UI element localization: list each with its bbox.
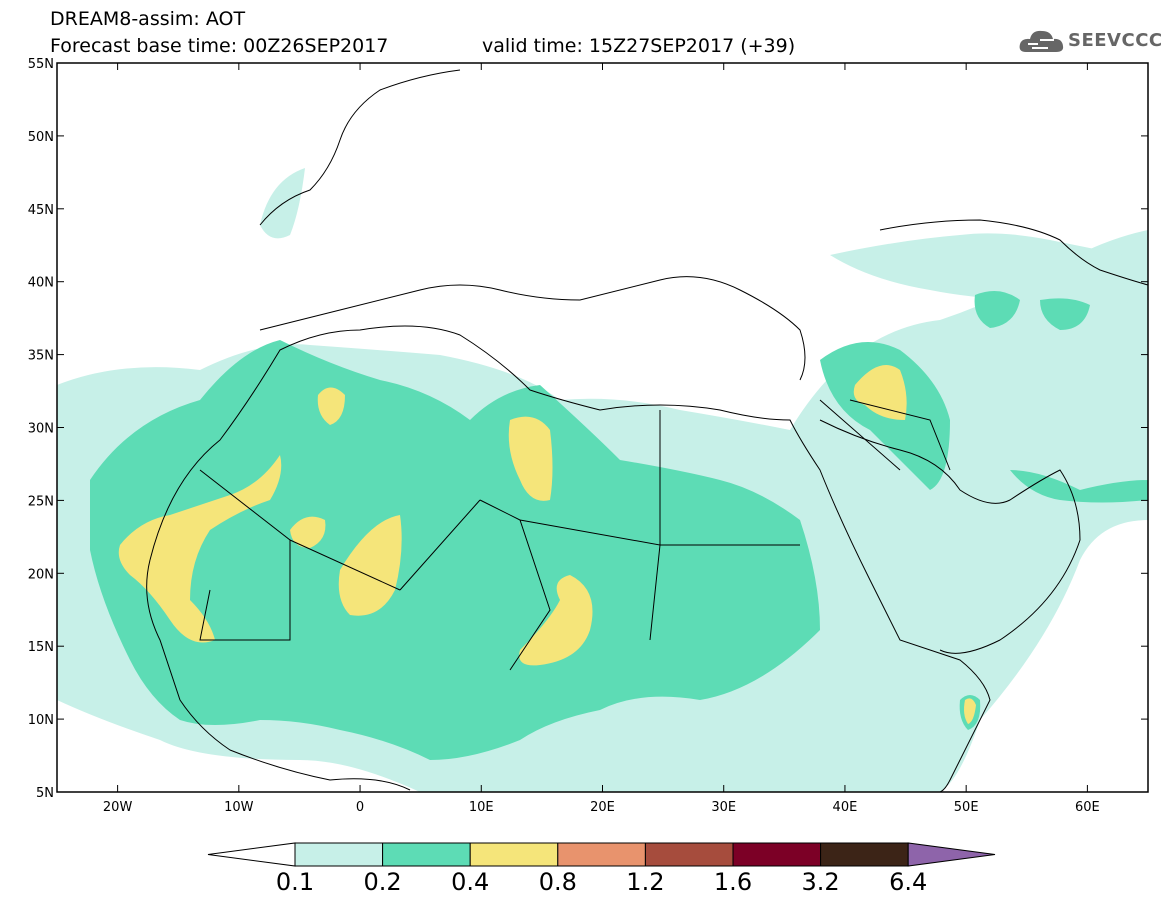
colorbar-box (382, 842, 471, 867)
y-tick-label: 20N (28, 567, 54, 582)
colorbar-label: 0.2 (363, 868, 402, 896)
coastline (146, 559, 411, 791)
x-tick-label: 60E (1075, 800, 1100, 815)
aot-contour-0-4 (964, 698, 976, 724)
colorbar-label: 1.2 (626, 868, 665, 896)
colorbar-box (557, 842, 646, 867)
aot-contour-0-2 (974, 291, 1020, 328)
map-title: DREAM8-assim: AOT (50, 8, 246, 30)
y-tick-label: 55N (28, 57, 54, 72)
cloud-icon (1019, 30, 1064, 52)
x-tick-label: 10E (469, 800, 494, 815)
valid-time-label: valid time: 15Z27SEP2017 (+39) (482, 35, 796, 57)
axis-ticks: 20W 10W 0 10E 20E 30E 40E 50E 60E 55N 50N 45N 40N 35N… (28, 57, 1148, 815)
coastline (659, 399, 951, 546)
colorbar-box (469, 842, 559, 867)
y-tick-label: 45N (28, 203, 54, 218)
y-tick-label: 30N (28, 422, 54, 437)
x-tick-label: 50E (954, 800, 979, 815)
y-tick-label: 5N (36, 786, 54, 801)
x-tick-label: 30E (711, 800, 736, 815)
coastlines (146, 69, 1148, 792)
colorbar-label: 0.8 (538, 868, 577, 896)
colorbar-label: 0.1 (275, 868, 315, 896)
y-tick-label: 50N (28, 130, 54, 145)
y-tick-label: 15N (28, 640, 54, 655)
x-tick-label: 10W (224, 800, 254, 815)
colorbar-arrow-high (907, 842, 996, 867)
coastline (149, 325, 991, 792)
colorbar-label: 6.4 (889, 868, 928, 896)
logo-text: SEEVCCC (1068, 30, 1163, 51)
colorbar-box (294, 842, 384, 867)
y-tick-label: 40N (28, 276, 54, 291)
aot-contour-0-4 (290, 516, 326, 548)
x-tick-label: 20W (103, 800, 133, 815)
x-tick-label: 40E (833, 800, 858, 815)
y-tick-label: 35N (28, 349, 54, 364)
coastline (259, 69, 461, 226)
colorbar-box (644, 842, 734, 867)
colorbar-label: 3.2 (801, 868, 840, 896)
y-tick-label: 10N (28, 713, 54, 728)
seevccc-logo: SEEVCCC (1018, 26, 1162, 56)
aot-contour-0-1 (830, 233, 1148, 305)
aot-contour-0-4 (508, 416, 553, 501)
coastline (879, 219, 1148, 286)
aot-contour-0-4 (338, 515, 402, 616)
colorbar-label: 0.4 (451, 868, 490, 896)
aot-contour-0-4 (317, 387, 345, 425)
y-tick-label: 25N (28, 494, 54, 509)
x-tick-label: 0 (356, 800, 364, 815)
x-tick-label: 20E (590, 800, 615, 815)
colorbar-arrow-low (207, 842, 296, 867)
coastline (819, 419, 1081, 654)
aot-contour-0-4 (853, 365, 907, 420)
coastline (259, 276, 806, 381)
colorbar-box (820, 842, 909, 867)
colorbar-box (732, 842, 822, 867)
aot-field (57, 168, 1148, 792)
colorbar-label: 1.6 (713, 868, 753, 896)
aot-contour-0-2 (1040, 298, 1090, 330)
aot-contour-0-2 (90, 340, 820, 760)
colorbar (207, 842, 996, 867)
base-time-label: Forecast base time: 00Z26SEP2017 (50, 35, 389, 57)
aot-contour-0-4 (519, 575, 593, 666)
